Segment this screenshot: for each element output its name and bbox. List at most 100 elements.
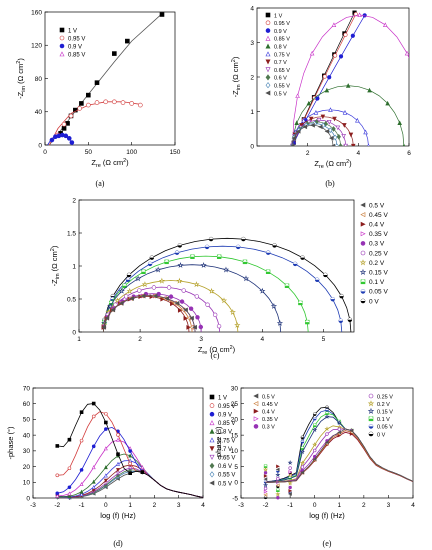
legend-marker bbox=[209, 394, 215, 400]
y-tick-label: 50 bbox=[23, 417, 31, 424]
data-point bbox=[66, 136, 72, 141]
data-point bbox=[103, 473, 108, 478]
panel-c: 1 2 3 4 5 0 0.5 1 1.5 2 Zre (Ω cm2) -Zim (Ω cm2) 0.5… bbox=[50, 197, 388, 356]
data-point bbox=[103, 99, 108, 105]
caption-d: (d) bbox=[113, 539, 123, 548]
legend-label: 0 V bbox=[369, 298, 379, 305]
legend-label: 0.9 V bbox=[274, 29, 287, 35]
data-point bbox=[342, 110, 348, 115]
data-point bbox=[55, 491, 60, 496]
legend-label: 0.95 V bbox=[218, 404, 235, 410]
data-point bbox=[350, 33, 355, 38]
y-tick-label: 20 bbox=[23, 464, 31, 471]
data-point bbox=[367, 87, 372, 93]
data-point bbox=[332, 116, 337, 122]
legend-label: 0.05 V bbox=[369, 289, 388, 296]
data-point-half bbox=[149, 255, 154, 258]
y-tick-label: 80 bbox=[35, 76, 43, 83]
x-tick-label: 2 bbox=[138, 336, 142, 343]
legend-marker bbox=[209, 462, 215, 469]
data-point bbox=[116, 468, 120, 473]
legend-label: 0.15 V bbox=[377, 410, 393, 416]
data-point bbox=[291, 135, 297, 141]
data-point bbox=[120, 100, 126, 105]
data-point bbox=[425, 144, 429, 148]
legend-label: 0.05 V bbox=[377, 425, 393, 431]
data-point bbox=[61, 121, 67, 127]
data-point bbox=[112, 51, 117, 56]
legend-marker bbox=[265, 20, 271, 26]
legend-marker-half bbox=[369, 432, 373, 434]
data-point bbox=[301, 117, 306, 123]
y-tick-label: 60 bbox=[23, 401, 31, 408]
legend-label: 0.5 V bbox=[274, 91, 287, 97]
data-point bbox=[404, 50, 409, 56]
fit-line bbox=[265, 431, 414, 483]
y-tick-label: 40 bbox=[35, 109, 43, 116]
legend: 1 V 0.95 V 0.9 V 0.85 V 0.8 V 0.75 V 0.7 V 0.65… bbox=[209, 394, 235, 487]
legend-label: 0.4 V bbox=[369, 222, 385, 229]
data-point bbox=[300, 465, 305, 469]
x-tick-label: 2 bbox=[306, 150, 310, 157]
x-tick-label: 5 bbox=[322, 336, 326, 343]
legend-marker-half bbox=[369, 416, 373, 419]
data-point-half bbox=[293, 262, 298, 264]
data-point bbox=[299, 460, 305, 466]
x-tick-label: 50 bbox=[85, 149, 93, 156]
data-point bbox=[125, 38, 130, 44]
data-point bbox=[177, 307, 183, 313]
data-point bbox=[312, 427, 318, 433]
legend-marker bbox=[367, 407, 375, 414]
legend-label: 0.8 V bbox=[218, 430, 232, 436]
y-tick-label: 2 bbox=[72, 197, 76, 204]
legend-marker bbox=[253, 416, 259, 422]
data-point bbox=[152, 293, 158, 299]
fit-line bbox=[265, 430, 414, 483]
data-point bbox=[313, 110, 319, 115]
x-tick-label: 0 bbox=[104, 502, 108, 509]
legend-marker bbox=[360, 221, 366, 227]
data-point-half bbox=[285, 283, 289, 286]
fit-line bbox=[265, 428, 414, 483]
x-tick-label: 150 bbox=[170, 149, 181, 156]
x-axis-label: log (f) (Hz) bbox=[100, 511, 136, 520]
data-point bbox=[128, 449, 132, 453]
legend-marker bbox=[59, 43, 65, 49]
data-point-half bbox=[177, 243, 182, 246]
data-point bbox=[208, 287, 215, 294]
legend-marker bbox=[59, 27, 65, 33]
y-tick-label: 1 bbox=[72, 263, 76, 270]
data-point bbox=[67, 493, 72, 498]
data-point bbox=[104, 420, 108, 425]
data-point-half bbox=[264, 464, 267, 467]
data-point-half bbox=[264, 496, 267, 498]
data-point bbox=[158, 277, 166, 284]
legend-marker bbox=[253, 424, 259, 429]
y-axis-label: -phase (°) bbox=[214, 426, 223, 460]
y-tick-label: 0 bbox=[26, 495, 30, 502]
data-point bbox=[55, 444, 60, 448]
x-tick-label: 2 bbox=[362, 502, 366, 509]
panel-a: 0 50 100 150 0 40 80 120 160 Zre (Ω cm2) -Zim (Ω c… bbox=[16, 9, 181, 169]
data-point bbox=[320, 114, 326, 120]
legend-label: 0.55 V bbox=[274, 84, 290, 90]
legend-label: 0.25 V bbox=[377, 394, 393, 400]
data-point bbox=[326, 119, 332, 125]
data-point bbox=[295, 93, 300, 98]
data-point bbox=[318, 124, 323, 130]
legend-marker bbox=[265, 43, 271, 49]
data-point bbox=[67, 491, 72, 496]
x-tick-label: 0 bbox=[43, 149, 47, 156]
legend-marker bbox=[265, 82, 271, 89]
legend-label: 0.5 V bbox=[218, 481, 232, 487]
data-point bbox=[140, 470, 145, 474]
data-point bbox=[302, 124, 308, 130]
x-tick-label: 3 bbox=[387, 502, 391, 509]
data-point bbox=[183, 307, 188, 313]
data-point bbox=[287, 460, 293, 465]
data-point-half bbox=[209, 237, 213, 240]
plot-frame bbox=[78, 199, 355, 333]
data-point bbox=[183, 315, 189, 321]
data-point bbox=[288, 488, 293, 493]
data-point bbox=[350, 143, 356, 146]
